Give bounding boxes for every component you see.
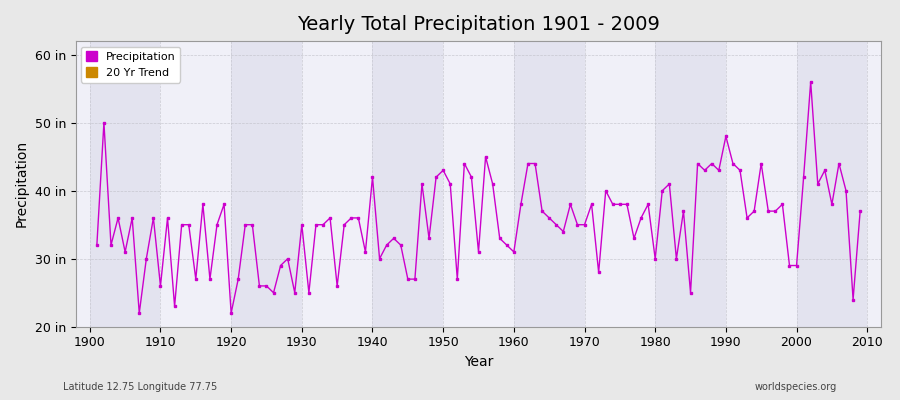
Bar — [514, 41, 584, 327]
Legend: Precipitation, 20 Yr Trend: Precipitation, 20 Yr Trend — [81, 47, 180, 83]
Title: Yearly Total Precipitation 1901 - 2009: Yearly Total Precipitation 1901 - 2009 — [297, 15, 660, 34]
Text: worldspecies.org: worldspecies.org — [755, 382, 837, 392]
Bar — [373, 41, 443, 327]
Y-axis label: Precipitation: Precipitation — [15, 140, 29, 228]
Bar — [796, 41, 868, 327]
Bar — [231, 41, 302, 327]
Bar — [655, 41, 726, 327]
X-axis label: Year: Year — [464, 355, 493, 369]
Bar — [90, 41, 160, 327]
Text: Latitude 12.75 Longitude 77.75: Latitude 12.75 Longitude 77.75 — [63, 382, 217, 392]
